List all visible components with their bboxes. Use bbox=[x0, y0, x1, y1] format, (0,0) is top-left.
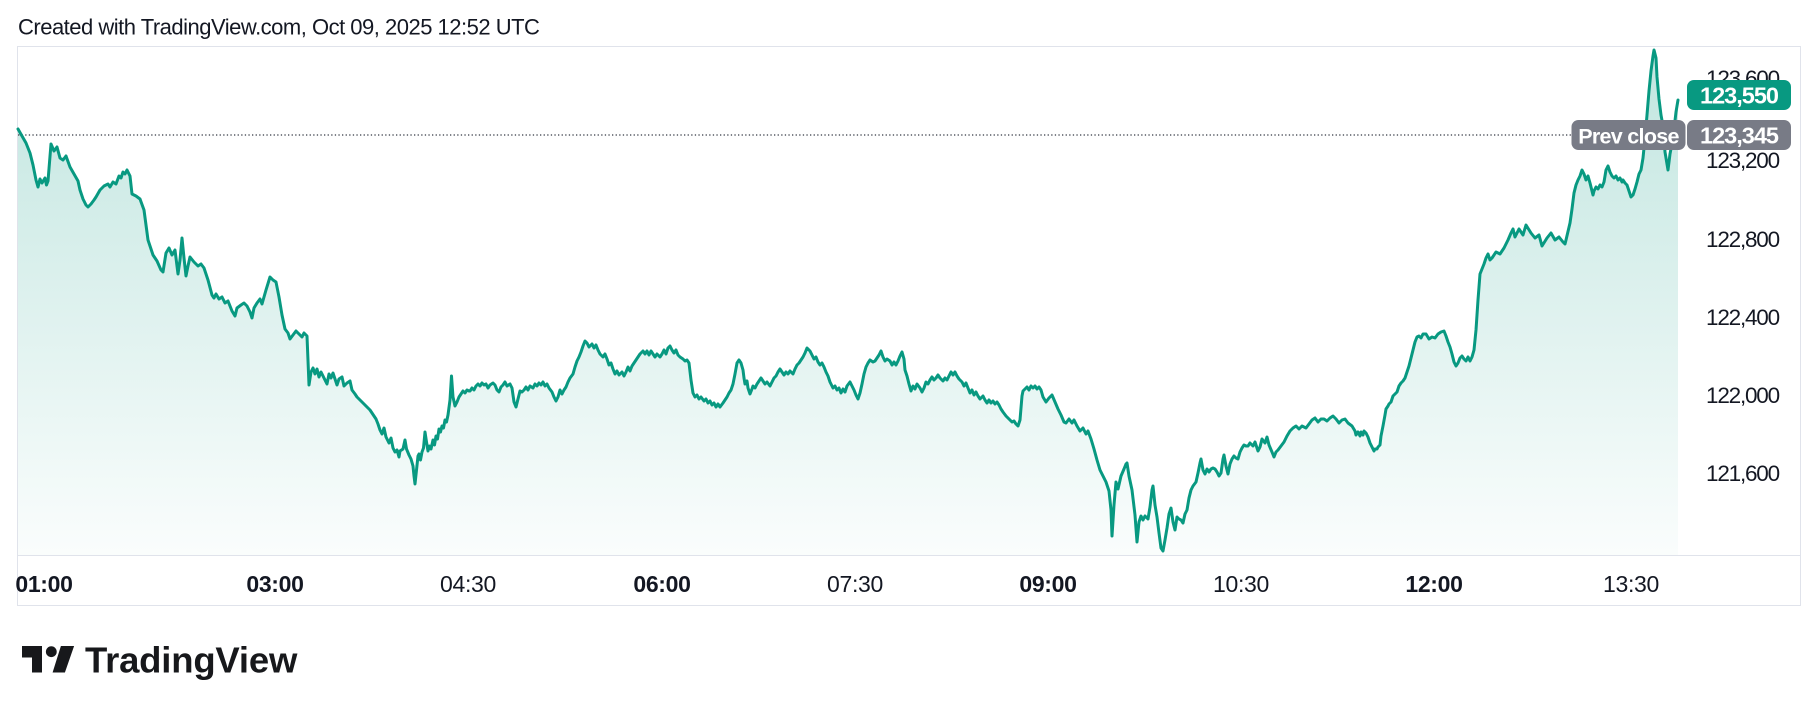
svg-text:123,550: 123,550 bbox=[1700, 83, 1779, 109]
svg-text:13:30: 13:30 bbox=[1603, 571, 1659, 597]
svg-text:Prev close: Prev close bbox=[1578, 125, 1679, 149]
svg-text:TradingView: TradingView bbox=[85, 640, 298, 681]
svg-text:03:00: 03:00 bbox=[246, 571, 303, 597]
svg-text:122,000: 122,000 bbox=[1706, 383, 1780, 408]
svg-text:04:30: 04:30 bbox=[440, 571, 496, 597]
svg-text:121,600: 121,600 bbox=[1706, 461, 1780, 486]
svg-text:06:00: 06:00 bbox=[633, 571, 690, 597]
svg-text:123,345: 123,345 bbox=[1700, 123, 1779, 149]
svg-text:123,200: 123,200 bbox=[1706, 148, 1780, 173]
svg-text:12:00: 12:00 bbox=[1405, 571, 1462, 597]
svg-text:07:30: 07:30 bbox=[827, 571, 883, 597]
svg-text:122,800: 122,800 bbox=[1706, 227, 1780, 252]
svg-text:01:00: 01:00 bbox=[15, 571, 72, 597]
svg-text:122,400: 122,400 bbox=[1706, 305, 1780, 330]
svg-text:Created with TradingView.com,: Created with TradingView.com, Oct 09, 20… bbox=[18, 15, 540, 40]
svg-text:09:00: 09:00 bbox=[1019, 571, 1076, 597]
svg-text:10:30: 10:30 bbox=[1213, 571, 1269, 597]
